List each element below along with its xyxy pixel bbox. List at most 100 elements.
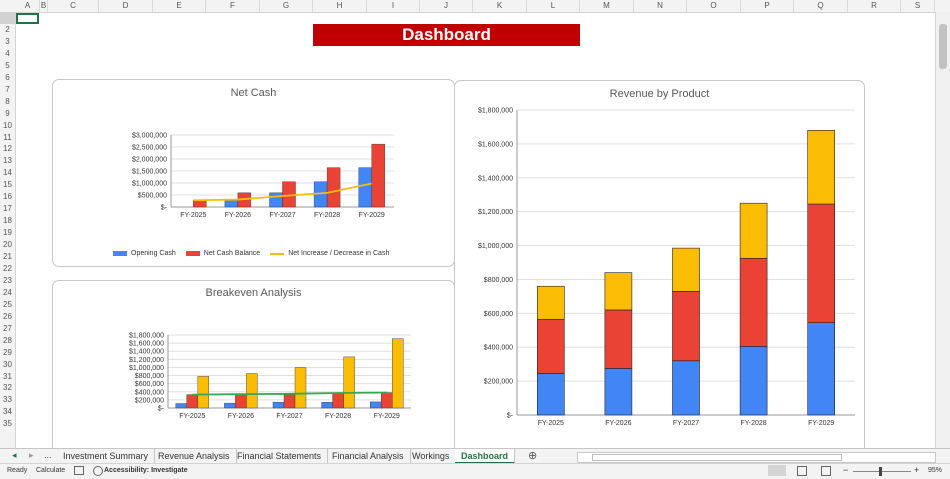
vertical-scrollbar[interactable] [935,12,950,449]
y-tick-label: $400,000 [135,389,164,396]
tab-investment-summary[interactable]: Investment Summary [57,449,156,464]
tab-revenue-analysis[interactable]: Revenue Analysis [152,449,237,464]
zoom-slider-thumb[interactable] [879,467,882,476]
x-tick-label: FY-2025 [538,420,564,427]
active-cell[interactable] [16,13,39,24]
row-header-32[interactable]: 32 [3,383,12,393]
row-header-30[interactable]: 30 [3,359,12,369]
column-header-K[interactable]: K [473,0,527,12]
breakeven-chart[interactable]: Breakeven Analysis $1,800,000 $1,600,000 $… [52,280,455,462]
net-cash-chart[interactable]: Net Cash $3,000,000 $2,500,000 $2,000,000 $… [52,79,455,267]
column-header-B[interactable]: B [40,0,48,12]
column-header-R[interactable]: R [848,0,901,12]
legend-opening-swatch [113,251,127,256]
row-header-24[interactable]: 24 [3,287,12,297]
legend-change-swatch [270,252,285,255]
row-header-7[interactable]: 7 [5,84,10,94]
breakeven-plot: $1,800,000$1,600,000$1,400,000$1,200,000… [129,333,411,420]
row-header-20[interactable]: 20 [3,240,12,250]
column-header-P[interactable]: P [741,0,794,12]
column-header-O[interactable]: O [687,0,741,12]
column-header-Q[interactable]: Q [794,0,848,12]
row-header-17[interactable]: 17 [3,204,12,214]
row-header-6[interactable]: 6 [5,72,10,82]
row-header-22[interactable]: 22 [3,263,12,273]
column-header-J[interactable]: J [420,0,473,12]
status-accessibility[interactable]: Accessibility: Investigate [104,467,188,474]
row-header-10[interactable]: 10 [3,120,12,130]
row-header-21[interactable]: 21 [3,252,12,261]
row-header-8[interactable]: 8 [5,96,10,106]
page-layout-icon[interactable] [797,466,807,476]
tab-financial-analysis[interactable]: Financial Analysis [326,449,411,464]
tab-financial-statements[interactable]: Financial Statements [231,449,329,464]
row-header-27[interactable]: 27 [3,323,12,333]
row-header-26[interactable]: 26 [3,311,12,321]
column-header-M[interactable]: M [580,0,634,12]
row-header-23[interactable]: 23 [3,275,12,285]
row-header-29[interactable]: 29 [3,347,12,357]
row-header-11[interactable]: 11 [3,132,12,142]
row-header-31[interactable]: 31 [3,371,12,381]
column-header-E[interactable]: E [153,0,206,12]
column-header-G[interactable]: G [260,0,313,12]
row-header-15[interactable]: 15 [3,180,12,190]
row-header-4[interactable]: 4 [5,48,10,58]
row-header-3[interactable]: 3 [5,36,10,46]
y-tick-label: $1,400,000 [129,349,164,356]
x-tick-label: FY-2029 [808,420,834,427]
column-header-L[interactable]: L [527,0,580,12]
legend-balance-swatch [185,251,200,256]
row-header-13[interactable]: 13 [3,156,12,166]
row-header-19[interactable]: 19 [3,228,12,238]
status-calculate[interactable]: Calculate [36,467,66,474]
row-header-5[interactable]: 5 [5,60,10,70]
bar-segment [604,368,633,416]
row-header-28[interactable]: 28 [3,335,12,345]
h-scroll-thumb[interactable] [592,454,842,461]
column-header-S[interactable]: S [901,0,935,12]
bar-segment [604,309,633,369]
column-header-C[interactable]: C [48,0,99,12]
sheet-stats-icon[interactable] [74,466,84,475]
column-header-D[interactable]: D [99,0,153,12]
bar-segment [672,247,700,292]
column-header-A[interactable]: A [16,0,40,12]
zoom-in-button[interactable]: + [914,465,920,475]
normal-view-icon[interactable] [768,465,786,476]
bar [197,376,210,409]
row-header-18[interactable]: 18 [3,216,12,226]
horizontal-scrollbar[interactable] [577,452,936,463]
add-sheet-icon[interactable]: ⊕ [528,450,538,462]
row-header-33[interactable]: 33 [3,395,12,405]
revenue-chart[interactable]: Revenue by Product $1,800,000 $1,600,000 $… [454,80,865,462]
x-tick-label: FY-2027 [269,212,295,219]
zoom-level[interactable]: 95% [928,467,943,474]
tab-dashboard[interactable]: Dashboard [455,449,516,464]
row-header-14[interactable]: 14 [3,168,12,178]
x-tick-label: FY-2029 [374,413,400,420]
row-header-12[interactable]: 12 [3,144,12,154]
row-header-34[interactable]: 34 [3,407,12,417]
scroll-thumb[interactable] [939,24,947,69]
row-header-25[interactable]: 25 [3,299,12,309]
tab-workings[interactable]: Workings [406,449,457,464]
row-header-2[interactable]: 2 [5,24,10,34]
bar [283,394,296,409]
zoom-out-button[interactable]: − [843,465,849,475]
y-tick-label: $1,600,000 [478,141,513,148]
tab-more-button[interactable]: ... [44,450,52,460]
row-header-16[interactable]: 16 [3,192,12,202]
column-header-H[interactable]: H [313,0,367,12]
accessibility-icon[interactable] [93,466,103,476]
y-tick-label: $1,400,000 [478,175,513,182]
column-header-F[interactable]: F [206,0,260,12]
column-header-I[interactable]: I [367,0,420,12]
tab-next-icon[interactable]: ▸ [29,450,34,460]
tab-prev-icon[interactable]: ◂ [12,450,17,460]
row-header-9[interactable]: 9 [5,108,10,118]
row-header-35[interactable]: 35 [3,419,12,429]
zoom-slider[interactable] [853,471,911,472]
page-break-icon[interactable] [821,466,831,476]
column-header-N[interactable]: N [634,0,687,12]
